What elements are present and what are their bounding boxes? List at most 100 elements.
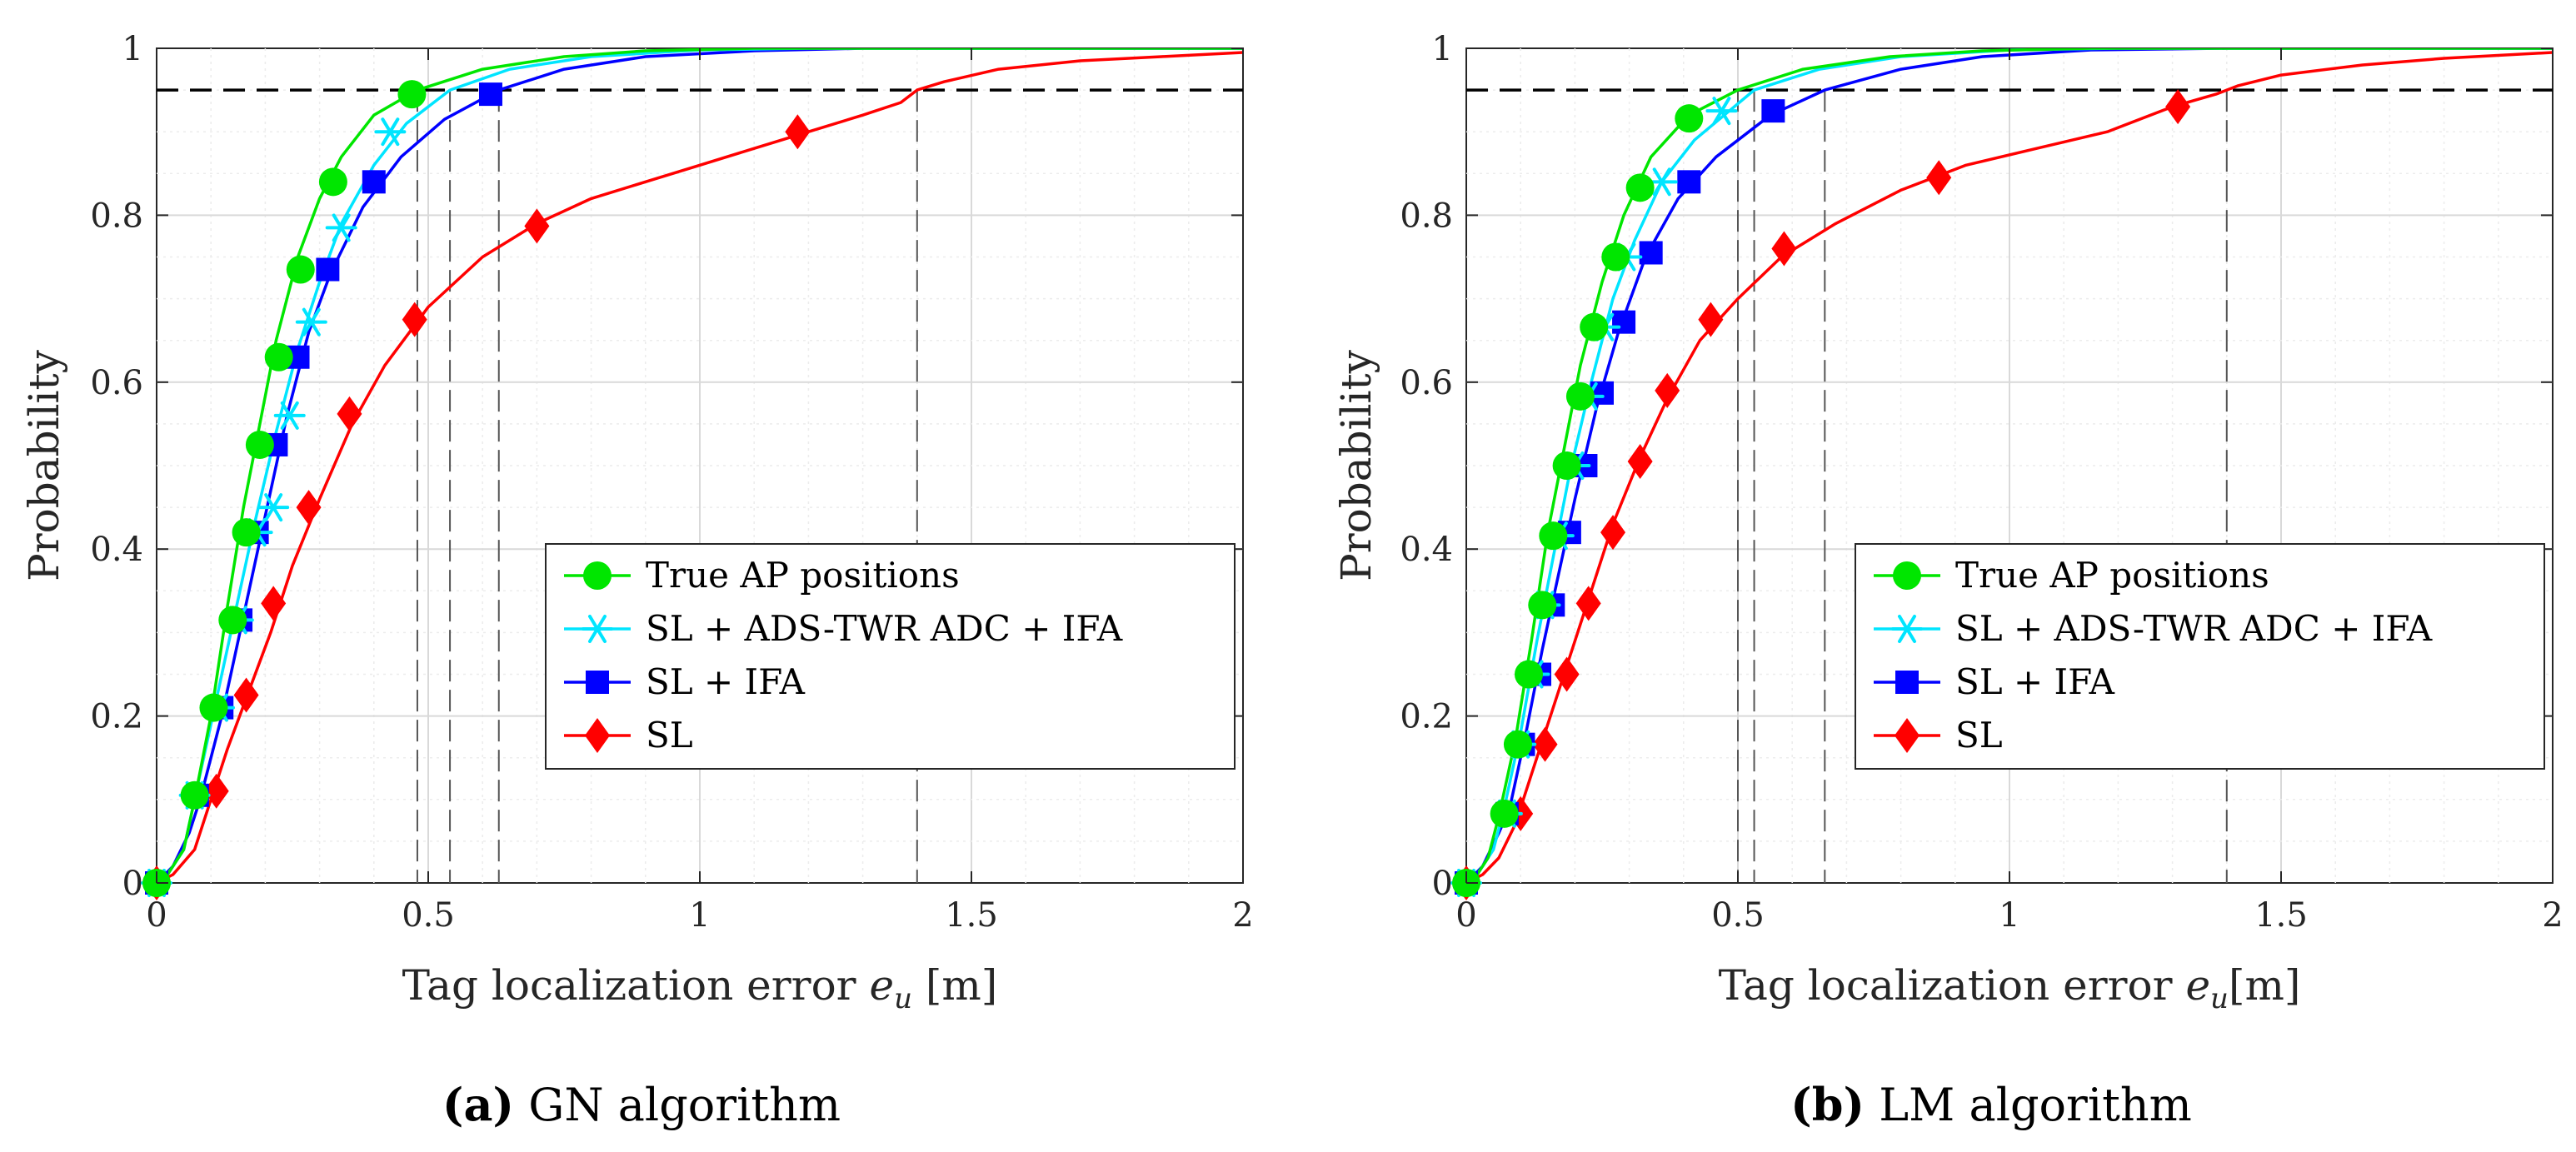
legend-marker-3 [1895, 718, 1920, 753]
data-point-0 [1580, 312, 1609, 342]
x-tick-label: 2 [2542, 896, 2563, 935]
y-tick-label: 0.4 [1400, 531, 1453, 569]
data-point-0 [1514, 660, 1543, 689]
data-point-1-stroke [264, 493, 283, 522]
data-point-1-stroke [332, 213, 351, 242]
data-point-3 [203, 773, 229, 809]
x-tick-label: 1.5 [945, 896, 998, 935]
markers-lm [1450, 89, 2191, 900]
data-point-0 [180, 780, 209, 810]
x-tick-label: 0 [146, 896, 167, 935]
y-tick-label: 0.8 [90, 197, 143, 235]
y-tick-label: 0.8 [1400, 197, 1453, 235]
data-point-0 [245, 430, 274, 459]
data-point-0 [397, 80, 427, 109]
data-point-0 [1539, 521, 1568, 551]
legend-marker-1 [582, 615, 613, 643]
data-point-2 [316, 257, 340, 282]
legend-label-0: True AP positions [1955, 555, 2269, 596]
data-point-3 [1532, 726, 1558, 762]
data-point-0 [1552, 451, 1581, 480]
caption-label-gn: GN algorithm [528, 1079, 841, 1131]
y-axis-label-gn: Probability [20, 349, 68, 581]
data-point-1-stroke [280, 401, 299, 430]
data-point-3 [1554, 656, 1580, 692]
ticks-lm: 0 0.5 1 1.5 2 0 0.2 0.4 0.6 0.8 1 [1400, 30, 2563, 935]
x-tick-label: 0 [1455, 896, 1476, 935]
chart-panel-lm: 0 0.5 1 1.5 2 0 0.2 0.4 0.6 0.8 1 Probability Tag … [1332, 30, 2564, 1131]
x-tick-label: 1.5 [2254, 896, 2308, 935]
data-point-0 [1503, 730, 1532, 759]
caption-tag-gn: (a) [442, 1078, 514, 1131]
data-point-2 [1761, 99, 1785, 123]
data-point-1-stroke [1652, 167, 1671, 197]
data-point-3 [1926, 160, 1952, 196]
data-point-1 [295, 307, 327, 337]
y-tick-label: 0.2 [1400, 698, 1453, 736]
caption-gn: (a) GN algorithm [442, 1078, 841, 1131]
legend-marker-1 [1891, 615, 1923, 643]
data-point-1 [325, 213, 357, 242]
x-tick-label: 2 [1232, 896, 1253, 935]
data-point-3 [233, 677, 259, 713]
data-point-3 [1575, 586, 1601, 621]
legend-label-1: SL + ADS-TWR ADC + IFA [1955, 608, 2433, 649]
data-point-3 [296, 490, 322, 526]
x-axis-label-text-gn: Tag localization error [402, 961, 856, 1010]
data-point-3 [1655, 372, 1680, 408]
data-point-3 [1698, 302, 1724, 337]
data-point-2 [362, 170, 386, 194]
data-point-0 [318, 167, 347, 197]
data-point-1 [273, 401, 306, 430]
x-axis-label-gn: Tag localization error eu [m] [402, 961, 998, 1018]
caption-lm: (b) LM algorithm [1790, 1078, 2192, 1131]
legend-marker-1-stroke [588, 615, 607, 643]
x-tick-label: 1 [1999, 896, 2019, 935]
series-line-3 [1466, 51, 2553, 883]
data-point-3 [402, 302, 427, 337]
legend-label-0: True AP positions [646, 555, 960, 596]
legend-box [1855, 543, 2545, 770]
data-point-2 [1677, 170, 1701, 194]
data-point-1-stroke [302, 307, 321, 337]
x-axis-subscript-lm: u [2210, 982, 2229, 1015]
y-tick-label: 0.6 [1400, 364, 1453, 402]
x-tick-label: 0.5 [1711, 896, 1765, 935]
data-point-0 [218, 606, 247, 635]
y-tick-label: 0 [122, 865, 143, 903]
legend-label-2: SL + IFA [646, 661, 806, 702]
data-point-3 [337, 396, 362, 431]
markers-gn [141, 80, 811, 900]
guide-lines-gn [157, 88, 1243, 883]
x-tick-label: 0.5 [402, 896, 455, 935]
data-point-0 [1528, 591, 1557, 620]
legend-marker-0 [583, 561, 612, 590]
y-tick-label: 1 [1432, 30, 1453, 68]
data-point-0 [199, 693, 228, 722]
caption-tag-lm: (b) [1790, 1078, 1865, 1131]
data-point-0 [1625, 173, 1655, 202]
legend-marker-1-stroke [1898, 615, 1916, 643]
x-axis-symbol-lm: e [2185, 961, 2210, 1010]
data-point-2 [1612, 310, 1636, 334]
data-point-0 [264, 342, 293, 372]
data-point-3 [524, 208, 550, 244]
data-point-0 [1601, 242, 1630, 272]
data-point-3 [261, 586, 287, 621]
y-axis-label-lm: Probability [1332, 349, 1380, 581]
data-point-3 [1771, 231, 1797, 267]
y-tick-label: 0.6 [90, 364, 143, 402]
ticks-gn: 0 0.5 1 1.5 2 0 0.2 0.4 0.6 0.8 1 [90, 30, 1253, 935]
x-axis-unit-gn: [m] [926, 961, 997, 1010]
y-tick-label: 1 [122, 30, 143, 68]
data-point-2 [478, 82, 502, 107]
data-point-1-stroke [1712, 97, 1731, 126]
x-axis-subscript-gn: u [894, 982, 912, 1015]
data-point-1-stroke [381, 117, 400, 147]
data-point-2 [1639, 241, 1663, 265]
x-axis-symbol-gn: e [869, 961, 894, 1010]
legend-label-3: SL [1955, 715, 2003, 756]
x-tick-label: 1 [689, 896, 710, 935]
legend-label-2: SL + IFA [1955, 661, 2115, 702]
